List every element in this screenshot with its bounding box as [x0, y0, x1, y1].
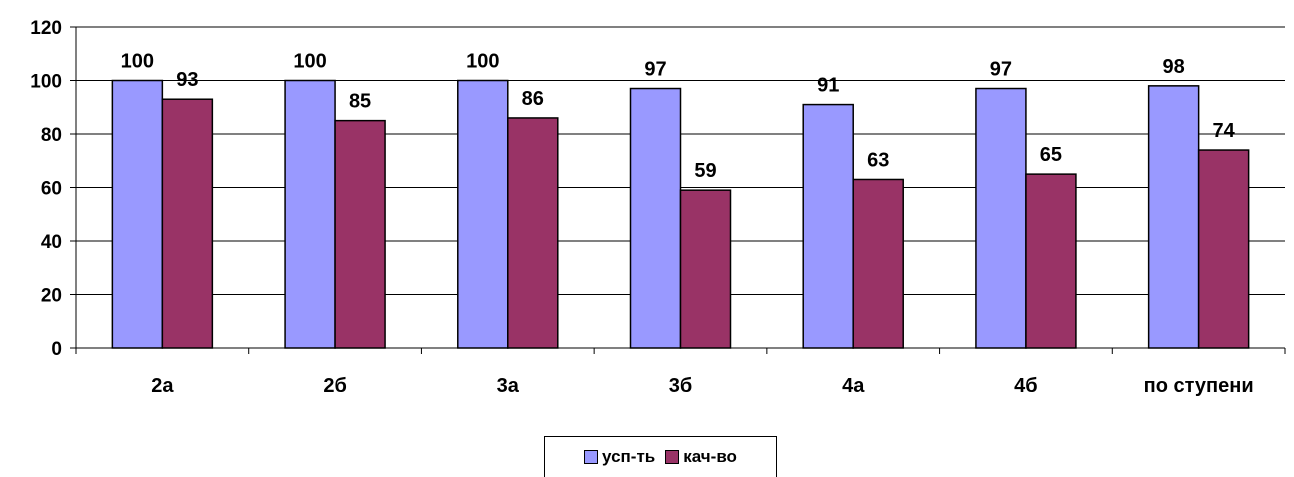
bar	[457, 79, 509, 349]
data-label: 59	[694, 160, 716, 182]
legend-swatch	[665, 450, 680, 464]
y-tick-label: 120	[30, 18, 62, 39]
data-label: 100	[121, 51, 154, 73]
bar	[629, 87, 682, 349]
data-label: 97	[990, 59, 1012, 81]
bar	[1147, 85, 1200, 349]
y-tick-label: 0	[51, 339, 62, 360]
category-label: 4а	[842, 375, 865, 397]
bar	[1025, 173, 1077, 349]
y-tick-label: 100	[30, 72, 62, 93]
category-label: 2а	[151, 375, 174, 397]
bar-chart: 0 20 40 60 80 100 120 2а 100 93 2б 100 85 3а 100 86 3б 97…	[30, 18, 1286, 397]
bar	[1197, 149, 1250, 349]
data-label: 93	[176, 69, 198, 91]
data-label: 74	[1213, 120, 1236, 142]
bar	[852, 178, 904, 349]
legend-entry: усп-ть	[584, 447, 655, 467]
data-label: 91	[817, 75, 839, 97]
bar	[975, 87, 1027, 349]
data-label: 98	[1163, 56, 1185, 78]
bar	[802, 103, 854, 349]
data-label: 86	[522, 88, 544, 110]
bar	[111, 79, 164, 349]
bar	[161, 98, 214, 349]
legend-swatch	[584, 450, 599, 464]
category-label: 3а	[497, 375, 520, 397]
data-label: 97	[644, 59, 666, 81]
y-tick-label: 20	[41, 286, 62, 307]
category-label: по ступени	[1144, 375, 1254, 397]
legend: усп-ть кач-во	[544, 436, 777, 477]
data-label: 63	[867, 149, 889, 171]
data-label: 85	[349, 91, 371, 113]
y-tick-label: 60	[41, 179, 62, 200]
data-label: 100	[466, 51, 499, 73]
bar	[507, 117, 559, 349]
y-tick-label: 80	[41, 125, 62, 146]
legend-label: усп-ть	[602, 447, 656, 466]
data-label: 100	[293, 51, 326, 73]
legend-label: кач-во	[683, 447, 737, 466]
bar	[679, 189, 732, 349]
bar	[284, 79, 336, 349]
data-label: 65	[1040, 144, 1062, 166]
y-tick-label: 40	[41, 232, 62, 253]
category-label: 2б	[323, 375, 346, 397]
legend-entry: кач-во	[665, 447, 737, 467]
category-label: 4б	[1014, 375, 1037, 397]
bar	[334, 119, 386, 349]
category-label: 3б	[669, 375, 692, 397]
